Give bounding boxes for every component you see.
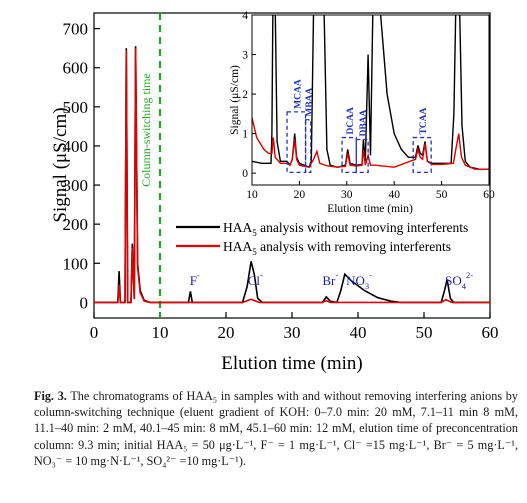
main-x-tick-label-0: 0: [90, 323, 99, 342]
main-y-tick-label-3: 300: [63, 176, 89, 195]
inset-box-label-dcaa: DCAA: [346, 107, 356, 135]
inset-x-ticks: 10 20 30 40 50 60: [246, 181, 495, 201]
legend-label-without: HAA5 analysis without removing interfere…: [223, 220, 468, 238]
main-y-ticks: 0 100 200 300 400 500 600 700: [63, 20, 100, 312]
main-y-tick-label-2: 200: [63, 215, 89, 234]
inset-x-tick-label-2: 30: [341, 189, 353, 201]
peak-label-3: NO3-: [346, 270, 372, 291]
main-y-tick-label-6: 600: [63, 59, 89, 78]
inset-y-tick-label-3: 3: [242, 50, 248, 62]
main-y-tick-label-5: 500: [63, 98, 89, 117]
inset-y-axis-label: Signal (μS/cm): [229, 65, 241, 135]
column-switching-time-label: Column-switching time: [139, 73, 153, 187]
main-x-axis-label: Elution time (min): [221, 353, 362, 374]
figure-caption: Fig. 3. The chromatograms of HAA₅ in sam…: [34, 388, 518, 469]
peak-label-1: Cl-: [248, 270, 263, 288]
main-y-tick-label-7: 700: [63, 20, 89, 39]
peak-label-4: SO42-: [445, 270, 473, 291]
main-x-tick-label-4: 40: [350, 323, 367, 342]
inset-y-tick-label-1: 1: [242, 129, 248, 141]
inset-y-tick-label-2: 2: [242, 89, 248, 101]
inset-box-label-mbaa: MBAA: [305, 88, 315, 117]
inset-series-with-removing: [252, 117, 489, 170]
inset-highlight-boxes: MCAA MBAA DCAA DBAA TCAA: [286, 79, 432, 173]
main-y-axis-label: Signal (μS/cm): [50, 107, 71, 222]
inset-frame: [251, 14, 490, 186]
main-y-tick-label-1: 100: [63, 254, 89, 273]
main-x-tick-label-1: 10: [152, 323, 169, 342]
inset-x-tick-label-1: 20: [294, 189, 306, 201]
figure-label: Fig. 3.: [34, 389, 67, 403]
main-x-tick-label-6: 60: [482, 323, 499, 342]
peak-labels: F- Cl- Br- NO3- SO42-: [190, 270, 474, 291]
main-x-tick-label-3: 30: [284, 323, 301, 342]
main-x-tick-label-2: 20: [218, 323, 235, 342]
legend-label-with: HAA5 analysis with removing interferents: [223, 239, 451, 257]
inset-box-mbaa: [304, 119, 312, 173]
inset-box-label-mcaa: MCAA: [293, 79, 303, 109]
main-series-with-removing: [94, 48, 490, 304]
main-y-tick-label-4: 400: [63, 137, 89, 156]
inset-background: [252, 15, 489, 185]
inset-box-tcaa: [412, 136, 432, 173]
main-x-tick-label-5: 50: [416, 323, 433, 342]
inset-x-tick-label-4: 50: [436, 189, 448, 201]
inset-box-mcaa: [286, 111, 307, 173]
inset-x-tick-label-3: 40: [388, 189, 400, 201]
main-y-tick-label-0: 0: [80, 293, 89, 312]
legend: HAA5 analysis without removing interfere…: [176, 220, 468, 257]
main-x-ticks: 0 10 20 30 40 50 60: [90, 312, 499, 342]
inset-box-label-tcaa: TCAA: [419, 108, 429, 135]
peak-label-0: F-: [190, 270, 200, 288]
figure-caption-text: The chromatograms of HAA₅ in samples wit…: [34, 389, 518, 468]
inset-y-tick-label-4: 4: [242, 10, 248, 22]
inset-y-ticks: 0 1 2 3 4: [242, 10, 256, 180]
inset-y-tick-label-0: 0: [242, 168, 248, 180]
inset-x-axis-label: Elution time (min): [327, 203, 413, 215]
peak-label-2: Br-: [322, 270, 338, 288]
inset-box-dbaa: [355, 138, 369, 173]
inset-x-tick-label-0: 10: [246, 189, 258, 201]
inset-x-tick-label-5: 60: [483, 189, 495, 201]
inset-box-label-dbaa: DBAA: [359, 109, 369, 136]
